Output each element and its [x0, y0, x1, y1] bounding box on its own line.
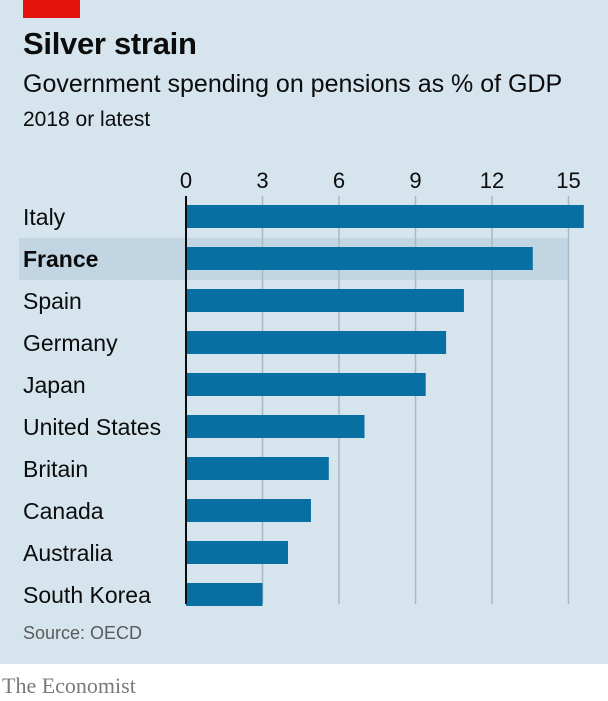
category-label: Germany — [23, 330, 118, 356]
x-tick-label: 9 — [409, 168, 421, 193]
x-tick-label: 0 — [180, 168, 192, 193]
brand-logo: The Economist — [2, 673, 136, 698]
bar-canada — [186, 499, 311, 522]
x-tick-label: 15 — [556, 168, 580, 193]
bar-chart: 0 3 6 9 12 15 Italy France Spain Germany Japan Unit… — [19, 168, 584, 608]
category-label: Spain — [23, 288, 82, 314]
bar-japan — [186, 373, 426, 396]
category-label: Italy — [23, 204, 66, 230]
category-label: Japan — [23, 372, 86, 398]
x-tick-label: 12 — [480, 168, 504, 193]
bar-south-korea — [186, 583, 263, 606]
bar-spain — [186, 289, 464, 312]
bar-britain — [186, 457, 329, 480]
category-label: Canada — [23, 498, 104, 524]
bar-australia — [186, 541, 288, 564]
category-label: United States — [23, 414, 161, 440]
chart-subtitle-period: 2018 or latest — [23, 108, 151, 131]
x-tick-label: 6 — [333, 168, 345, 193]
bar-united-states — [186, 415, 365, 438]
category-label: South Korea — [23, 582, 151, 608]
category-label: Australia — [23, 540, 113, 566]
category-label: Britain — [23, 456, 88, 482]
bar-france — [186, 247, 533, 270]
category-label: France — [23, 246, 98, 272]
bar-italy — [186, 205, 584, 228]
x-tick-label: 3 — [256, 168, 268, 193]
brand-red-tag — [23, 0, 80, 18]
chart-source: Source: OECD — [23, 623, 143, 643]
bar-germany — [186, 331, 447, 354]
chart-subtitle: Government spending on pensions as % of … — [23, 70, 563, 98]
chart-title: Silver strain — [23, 26, 197, 61]
